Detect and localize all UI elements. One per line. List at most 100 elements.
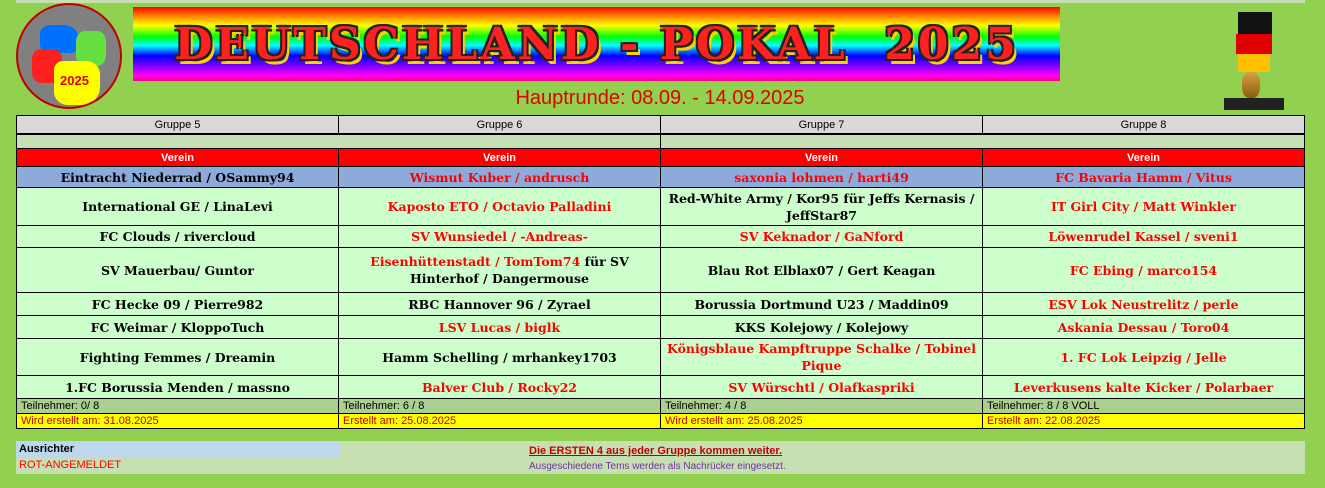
- column-header-verein: Verein: [982, 148, 1305, 167]
- team-cell: Blau Rot Elblax07 / Gert Keagan: [660, 247, 983, 293]
- team-cell: SV Mauerbau/ Guntor: [16, 247, 339, 293]
- group-name: Gruppe 8: [982, 115, 1305, 135]
- spacer-cell: [660, 133, 1305, 149]
- team-cell: IT Girl City / Matt Winkler: [982, 187, 1305, 226]
- team-entry: FC Clouds / rivercloud: [99, 229, 256, 244]
- title-banner: DEUTSCHLAND - POKAL 2025: [133, 7, 1060, 81]
- team-entry: Wismut Kuber / andrusch: [409, 169, 590, 185]
- team-cell: Fighting Femmes / Dreamin: [16, 338, 339, 376]
- team-cell: saxonia lohmen / harti49: [660, 166, 983, 188]
- team-entry: ESV Lok Neustrelitz / perle: [1048, 296, 1239, 312]
- spacer-cell: [16, 133, 661, 149]
- team-entry: Balver Club / Rocky22: [421, 379, 578, 395]
- team-entry: Borussia Dortmund U23 / Maddin09: [694, 296, 949, 312]
- team-cell: SV Würschtl / Olafkaspriki: [660, 375, 983, 399]
- team-cell: Borussia Dortmund U23 / Maddin09: [660, 292, 983, 316]
- group-name: Gruppe 7: [660, 115, 983, 135]
- organizer-label: Ausrichter: [16, 441, 339, 457]
- participants-count: Teilnehmer: 8 / 8 VOLL: [982, 398, 1305, 414]
- team-entry: Kaposto ETO / Octavio Palladini: [387, 199, 612, 214]
- team-entry: saxonia lohmen / harti49: [734, 169, 909, 185]
- team-entry: Eisenhüttenstadt / TomTom74: [370, 254, 581, 269]
- team-entry: 1.FC Borussia Menden / massno: [65, 379, 290, 395]
- team-cell: SV Keknador / GaNford: [660, 225, 983, 248]
- registered-legend: ROT-ANGEMELDET: [19, 459, 122, 471]
- team-entry: Red-White Army / Kor95 für Jeffs Kernasi…: [668, 190, 975, 223]
- column-header-verein: Verein: [338, 148, 661, 167]
- advance-note: Die ERSTEN 4 aus jeder Gruppe kommen wei…: [529, 445, 783, 457]
- team-cell: FC Ebing / marco154: [982, 247, 1305, 293]
- team-entry: SV Keknador / GaNford: [739, 229, 904, 244]
- replacement-note: Ausgeschiedene Tems werden als Nachrücke…: [529, 461, 786, 472]
- created-date: Erstellt am: 22.08.2025: [982, 413, 1305, 429]
- round-dates: Hauptrunde: 08.09. - 14.09.2025: [515, 87, 805, 109]
- team-cell: LSV Lucas / biglk: [338, 315, 661, 339]
- column-header-row: Verein Verein Verein Verein: [16, 148, 1305, 167]
- team-row: Fighting Femmes / Dreamin Hamm Schelling …: [16, 338, 1305, 376]
- group-name: Gruppe 6: [338, 115, 661, 135]
- team-cell: Eintracht Niederrad / OSammy94: [16, 166, 339, 188]
- team-cell: 1.FC Borussia Menden / massno: [16, 375, 339, 399]
- team-cell: International GE / LinaLevi: [16, 187, 339, 226]
- team-cell: 1. FC Lok Leipzig / Jelle: [982, 338, 1305, 376]
- team-cell: FC Weimar / KloppoTuch: [16, 315, 339, 339]
- team-entry: Fighting Femmes / Dreamin: [79, 349, 276, 365]
- team-entry: für SV Hinterhof / Dangermouse: [410, 254, 629, 286]
- team-entry: Eintracht Niederrad / OSammy94: [60, 169, 295, 185]
- logo-year: 2025: [60, 73, 89, 88]
- team-entry: SV Mauerbau/ Guntor: [100, 262, 255, 278]
- team-cell: Hamm Schelling / mrhankey1703: [338, 338, 661, 376]
- created-date: Wird erstellt am: 31.08.2025: [16, 413, 339, 429]
- team-cell: Löwenrudel Kassel / sveni1: [982, 225, 1305, 248]
- team-row: International GE / LinaLevi Kaposto ETO /…: [16, 187, 1305, 226]
- team-cell: RBC Hannover 96 / Zyrael: [338, 292, 661, 316]
- team-entry: Löwenrudel Kassel / sveni1: [1048, 229, 1239, 244]
- team-entry: RBC Hannover 96 / Zyrael: [408, 296, 591, 312]
- team-entry: IT Girl City / Matt Winkler: [1050, 199, 1237, 214]
- trophy-icon: [1222, 8, 1286, 110]
- participants-count: Teilnehmer: 6 / 8: [338, 398, 661, 414]
- team-entry: Blau Rot Elblax07 / Gert Keagan: [707, 262, 936, 278]
- team-cell: Eisenhüttenstadt / TomTom74 für SV Hinte…: [338, 247, 661, 293]
- team-entry: International GE / LinaLevi: [82, 199, 273, 214]
- team-entry: Königsblaue Kampftruppe Schalke / Tobine…: [666, 341, 976, 373]
- team-cell: FC Hecke 09 / Pierre982: [16, 292, 339, 316]
- participants-row: Teilnehmer: 0/ 8 Teilnehmer: 6 / 8 Teilneh…: [16, 398, 1305, 414]
- top-border: [16, 0, 1305, 3]
- team-cell: KKS Kolejowy / Kolejowy: [660, 315, 983, 339]
- team-entry: Askania Dessau / Toro04: [1057, 319, 1230, 335]
- groups-table: Gruppe 5 Gruppe 6 Gruppe 7 Gruppe 8 Verein Ve…: [16, 115, 1305, 429]
- team-cell: Leverkusens kalte Kicker / Polarbaer: [982, 375, 1305, 399]
- team-entry: FC Ebing / marco154: [1069, 262, 1218, 278]
- team-cell: Askania Dessau / Toro04: [982, 315, 1305, 339]
- team-row: FC Hecke 09 / Pierre982 RBC Hannover 96 /…: [16, 292, 1305, 316]
- team-entry: KKS Kolejowy / Kolejowy: [734, 319, 909, 335]
- team-entry: FC Weimar / KloppoTuch: [90, 319, 265, 335]
- team-row: SV Mauerbau/ Guntor Eisenhüttenstadt / To…: [16, 247, 1305, 293]
- footer-legend: Ausrichter ROT-ANGEMELDET Die ERSTEN 4 a…: [16, 441, 1305, 474]
- team-cell: Wismut Kuber / andrusch: [338, 166, 661, 188]
- participants-count: Teilnehmer: 0/ 8: [16, 398, 339, 414]
- team-cell: Kaposto ETO / Octavio Palladini: [338, 187, 661, 226]
- team-cell: FC Bavaria Hamm / Vitus: [982, 166, 1305, 188]
- team-row: FC Clouds / rivercloud SV Wunsiedel / -An…: [16, 225, 1305, 248]
- group-name: Gruppe 5: [16, 115, 339, 135]
- team-entry: SV Wunsiedel / -Andreas-: [411, 229, 588, 244]
- team-entry: Leverkusens kalte Kicker / Polarbaer: [1013, 379, 1274, 395]
- team-row: FC Weimar / KloppoTuch LSV Lucas / biglk K…: [16, 315, 1305, 339]
- team-entry: FC Hecke 09 / Pierre982: [91, 296, 264, 312]
- participants-count: Teilnehmer: 4 / 8: [660, 398, 983, 414]
- group-header-row: Gruppe 5 Gruppe 6 Gruppe 7 Gruppe 8: [16, 115, 1305, 135]
- team-cell: Balver Club / Rocky22: [338, 375, 661, 399]
- created-date: Wird erstellt am: 25.08.2025: [660, 413, 983, 429]
- germany-map-logo: 2025: [16, 3, 122, 109]
- team-cell: Red-White Army / Kor95 für Jeffs Kernasi…: [660, 187, 983, 226]
- team-entry: Hamm Schelling / mrhankey1703: [382, 349, 617, 365]
- team-entry: SV Würschtl / Olafkaspriki: [728, 379, 915, 395]
- team-entry: FC Bavaria Hamm / Vitus: [1055, 169, 1232, 185]
- team-cell: ESV Lok Neustrelitz / perle: [982, 292, 1305, 316]
- column-header-verein: Verein: [16, 148, 339, 167]
- team-row: 1.FC Borussia Menden / massno Balver Club…: [16, 375, 1305, 399]
- team-row: Eintracht Niederrad / OSammy94 Wismut Kub…: [16, 166, 1305, 188]
- spacer-row: [16, 133, 1305, 149]
